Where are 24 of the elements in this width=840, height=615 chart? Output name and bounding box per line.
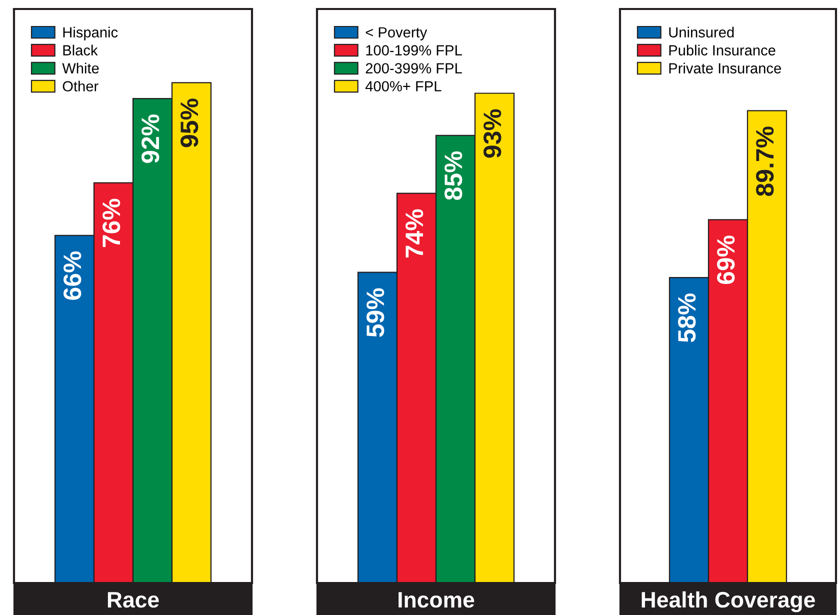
- data-label: 76%: [102, 198, 120, 248]
- data-label: 93%: [484, 109, 502, 158]
- data-label: 59%: [366, 288, 384, 337]
- legend-label: Hispanic: [63, 26, 118, 40]
- legend-label: Uninsured: [669, 26, 734, 38]
- data-label: 89.7%: [756, 126, 774, 196]
- data-label: 58%: [678, 294, 696, 342]
- x-tick-label: Income: [398, 592, 474, 608]
- data-label: 92%: [142, 114, 160, 163]
- legend-label: Other: [62, 80, 98, 92]
- legend-label: White: [62, 62, 99, 74]
- data-label: 74%: [406, 209, 424, 258]
- data-label: 66%: [64, 251, 82, 300]
- data-label: 69%: [717, 236, 735, 284]
- x-tick-label: Race: [108, 592, 159, 608]
- legend-label: Public Insurance: [669, 44, 776, 56]
- data-label: 85%: [444, 151, 462, 200]
- legend-label: 100-199% FPL: [366, 45, 462, 56]
- legend-label: Private Insurance: [669, 62, 781, 74]
- data-label: 95%: [180, 98, 198, 148]
- legend-label: 200-399% FPL: [366, 63, 462, 74]
- legend-label: < Poverty: [366, 27, 428, 40]
- legend-label: 400%+ FPL: [365, 81, 442, 92]
- legend-label: Black: [63, 44, 98, 56]
